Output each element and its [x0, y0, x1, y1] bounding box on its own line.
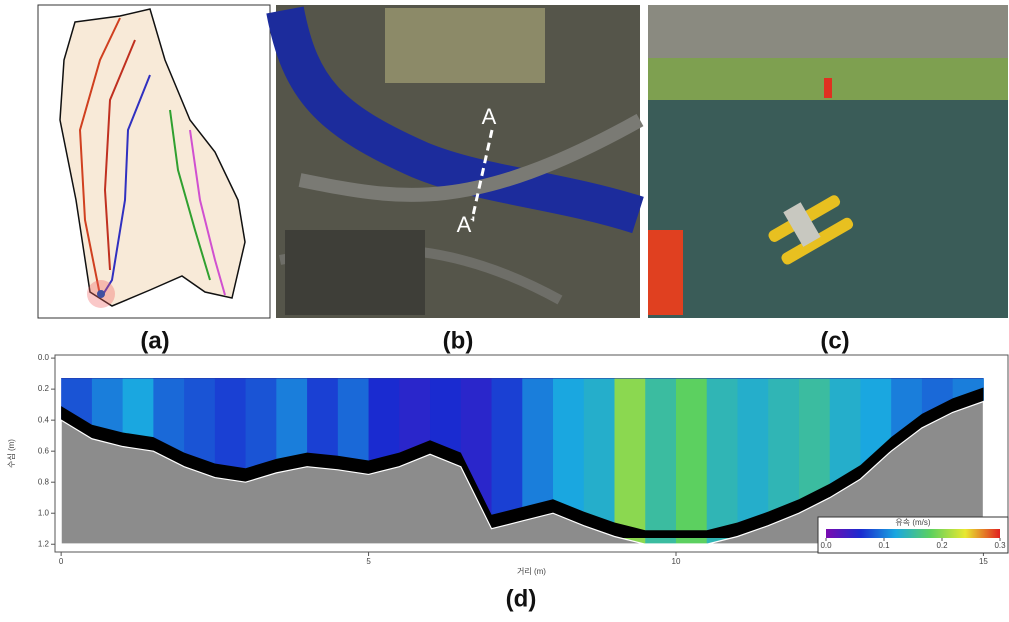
velocity-cell — [553, 378, 585, 526]
x-tick-label: 0 — [59, 557, 64, 566]
y-tick-label: 0.2 — [38, 384, 50, 393]
panel-label: (a) — [140, 327, 169, 354]
velocity-cell — [614, 378, 646, 545]
y-tick-label: 0.6 — [38, 446, 50, 455]
y-tick-label: 0.0 — [38, 353, 50, 362]
velocity-cell — [491, 378, 523, 529]
velocity-cell — [675, 378, 708, 545]
velocity-cell — [522, 378, 554, 521]
map-panel — [37, 4, 271, 319]
panel-label: (d) — [506, 585, 537, 612]
section-label: A' — [457, 212, 476, 237]
velocity-cell — [583, 378, 616, 537]
y-tick-label: 1.0 — [38, 508, 50, 517]
colorbar-tick-label: 0.2 — [936, 541, 948, 550]
satellite-panel: A A' — [266, 5, 644, 318]
section-label: A — [482, 104, 497, 129]
panel-label: (b) — [443, 327, 474, 354]
x-tick-label: 5 — [366, 557, 371, 566]
velocity-cell — [706, 378, 738, 545]
river-bed — [60, 400, 985, 545]
colorbar-title: 유속 (m/s) — [895, 518, 930, 527]
velocity-cell — [737, 378, 769, 537]
colorbar-tick-label: 0.1 — [878, 541, 890, 550]
colorbar-tick-label: 0.0 — [820, 541, 832, 550]
y-tick-label: 1.2 — [38, 539, 50, 548]
y-tick-label: 0.8 — [38, 477, 50, 486]
velocity-chart: 0 5 10 15 0.0 0.2 0.4 0.6 0.8 1.0 1.2 거리 (m) 수심 (m) 유… — [6, 353, 1009, 576]
y-tick-label: 0.4 — [38, 415, 50, 424]
colorbar-tick-label: 0.3 — [994, 541, 1006, 550]
y-axis-label: 수심 (m) — [6, 439, 16, 468]
velocity-cell — [768, 378, 800, 526]
colorbar — [826, 529, 1000, 538]
photo-panel — [648, 5, 1008, 318]
panel-label: (c) — [820, 327, 849, 354]
x-tick-label: 15 — [979, 557, 988, 566]
x-tick-label: 10 — [672, 557, 681, 566]
x-axis-label: 거리 (m) — [517, 567, 546, 576]
velocity-cell — [645, 378, 677, 545]
